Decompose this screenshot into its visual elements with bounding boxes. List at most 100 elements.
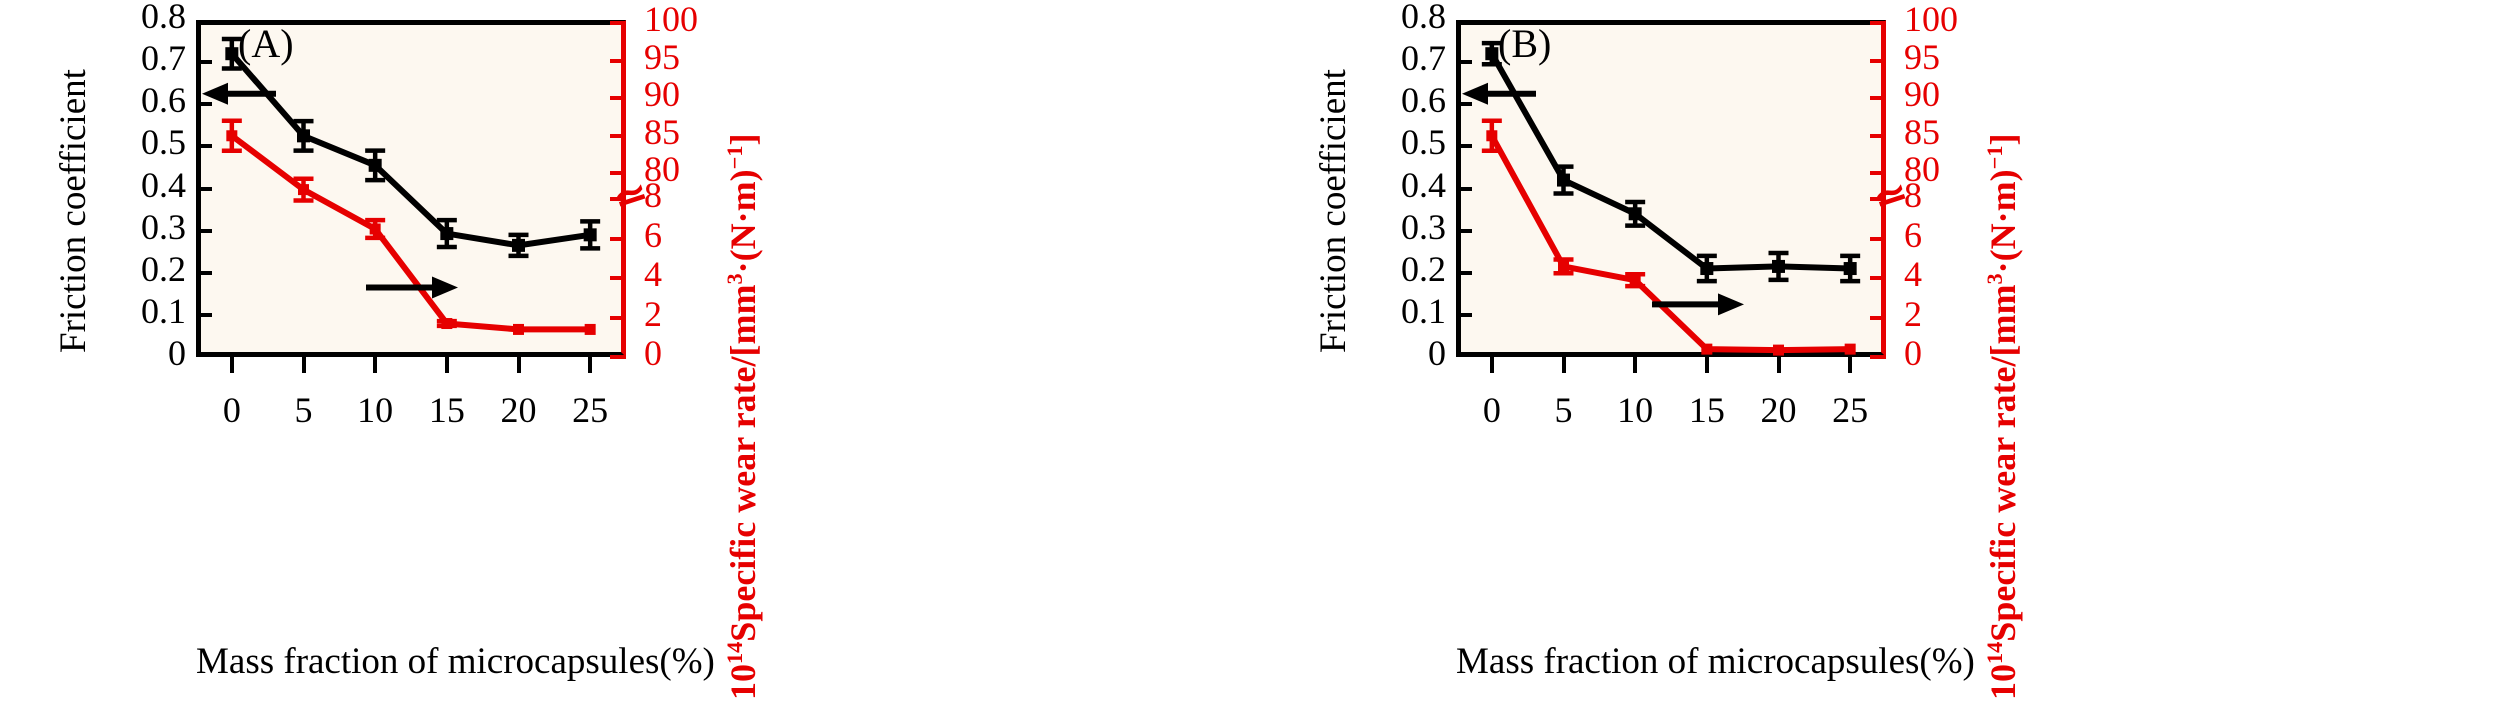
y-right-tick-label: 80 [1904, 149, 1940, 190]
data-point-marker [584, 323, 596, 335]
y-left-tick-label: 0.1 [1401, 290, 1446, 331]
data-point-marker [226, 130, 238, 142]
y-left-tickmark [196, 270, 212, 275]
series-line [230, 133, 591, 333]
left-axis-arrow [202, 82, 276, 105]
x-tick-label: 10 [357, 390, 394, 430]
x-tickmark [1561, 357, 1566, 373]
panel-a-letter: (A) [238, 21, 294, 66]
y-right-tickmark [610, 133, 626, 138]
data-point-marker [513, 323, 524, 335]
x-tickmark [444, 357, 449, 373]
y-right-tick-label: 0 [1904, 333, 1922, 373]
data-point-marker [298, 184, 309, 196]
y-left-tickmark [1456, 312, 1472, 317]
y-left-tickmark [1456, 144, 1472, 149]
y-right-tickmark [610, 171, 626, 176]
data-point-marker [1844, 343, 1856, 355]
y-right-tickmark [1870, 58, 1886, 63]
y-right-tickmark [1870, 236, 1886, 241]
y-left-tickmark [196, 144, 212, 149]
y-right-tickmark [610, 236, 626, 241]
x-tickmark [1848, 357, 1853, 373]
y-right-tickmark [1870, 96, 1886, 101]
panel-a: (A) Friction coefficient 1014Specific we… [53, 0, 763, 700]
data-point-marker [369, 223, 381, 235]
y-right-tick-label: 6 [644, 214, 662, 255]
y-left-tick-label: 0.8 [1401, 0, 1446, 36]
series-friction-coefficient [221, 36, 601, 259]
series-line [1489, 52, 1851, 272]
data-point-marker [441, 318, 453, 330]
y-right-tickmark [610, 197, 626, 202]
x-tick-label: 0 [222, 390, 241, 430]
x-tick-label: 5 [1554, 390, 1573, 430]
left-axis-arrow [1462, 82, 1536, 105]
y-right-tick-label: 2 [1904, 293, 1922, 334]
y-left-tick-label: 0.7 [141, 38, 186, 79]
series-friction-coefficient [1481, 40, 1861, 284]
x-tick-label: 20 [1760, 390, 1797, 430]
y-right-tickmark [610, 276, 626, 281]
y-left-tickmark [196, 312, 212, 317]
y-right-tick-label: 0 [644, 333, 662, 373]
data-point-marker [1486, 130, 1498, 142]
y-right-tick-label: 8 [644, 175, 662, 216]
y-left-tickmark [196, 60, 212, 65]
y-left-tick-label: 0.5 [1401, 122, 1446, 163]
y-right-tickmark [1870, 276, 1886, 281]
y-left-tick-label: 0.6 [1401, 80, 1446, 121]
x-tick-label: 0 [1482, 390, 1501, 430]
y-right-tickmark [1870, 171, 1886, 176]
x-tick-label: 25 [572, 390, 609, 430]
data-point-marker [1629, 274, 1641, 286]
y-left-tick-label: 0.2 [1401, 248, 1446, 289]
data-point-marker [1558, 260, 1569, 272]
series-specific-wear-rate [1481, 118, 1856, 356]
y-left-tick-label: 0.3 [1401, 206, 1446, 247]
y-left-tick-label: 0.3 [141, 206, 186, 247]
y-right-tickmark [1870, 21, 1886, 26]
y-right-tickmark [1870, 355, 1886, 359]
y-left-tick-label: 0.1 [141, 290, 186, 331]
y-left-tick-label: 0.4 [141, 164, 186, 205]
data-point-marker [1843, 262, 1857, 276]
y-left-tickmark [196, 228, 212, 233]
y-right-tickmark [1870, 133, 1886, 138]
y-left-tick-label: 0 [168, 333, 186, 373]
plot-area-b [1456, 20, 1886, 357]
y-right-tick-label: 6 [1904, 214, 1922, 255]
data-point-marker [368, 158, 382, 172]
y-right-tick-label: 4 [644, 254, 662, 295]
y-right-tickmark [610, 355, 626, 359]
x-tick-label: 5 [294, 390, 313, 430]
y-left-tickmark [196, 186, 212, 191]
y-right-tick-label: 2 [644, 293, 662, 334]
x-tickmark [516, 357, 521, 373]
data-point-marker [1485, 47, 1499, 61]
y-left-tick-label: 0.5 [141, 122, 186, 163]
y-right-tickmark [610, 315, 626, 320]
y-left-tick-label: 0.4 [1401, 164, 1446, 205]
y-right-tick-label: 85 [1904, 111, 1940, 152]
y-right-tick-label: 85 [644, 111, 680, 152]
y-left-tickmark [1456, 228, 1472, 233]
right-axis-arrow [1652, 293, 1744, 316]
data-point-marker [440, 227, 454, 241]
panel-b-plot-svg [1462, 40, 1861, 356]
y-right-tick-label: 100 [1904, 0, 1958, 40]
x-tick-label: 15 [428, 390, 465, 430]
data-point-marker [1772, 259, 1785, 273]
x-tick-label: 15 [1688, 390, 1725, 430]
data-point-marker [1701, 343, 1713, 355]
data-point-marker [1700, 262, 1714, 276]
x-tickmark [373, 357, 378, 373]
y-left-tickmark [196, 102, 212, 107]
x-tick-label: 10 [1617, 390, 1654, 430]
y-left-tickmark [1456, 60, 1472, 65]
y-right-tick-label: 80 [644, 149, 680, 190]
x-tickmark [301, 357, 306, 373]
y-right-tick-label: 4 [1904, 254, 1922, 295]
data-point-marker [512, 238, 525, 252]
